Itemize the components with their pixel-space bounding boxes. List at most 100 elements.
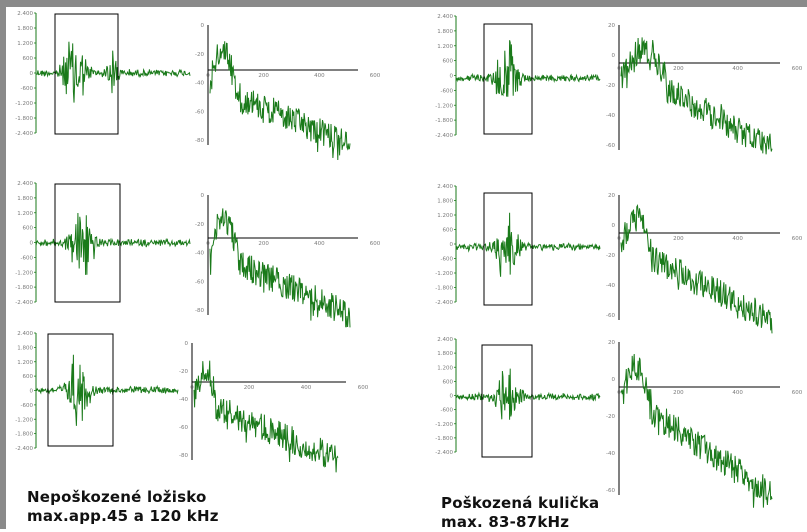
damaged-row1-spec-xtick-label-2: 400 (732, 66, 743, 72)
damaged-row2-time-ytick-label-7: -1.800 (435, 286, 453, 292)
damaged-row1-time-ytick-label-8: -2.400 (435, 133, 453, 139)
undamaged-row1-spec-xtick-label-2: 400 (314, 73, 325, 79)
damaged-row1-spec-ytick-label-1: 0 (612, 53, 616, 59)
damaged-row3-spec-xtick-label-0: 0 (617, 390, 621, 396)
undamaged-row1-spec-ytick-label-2: -40 (195, 81, 204, 87)
damaged-row2-time-ytick-label-6: -1.200 (435, 271, 453, 277)
undamaged-row2-spec-ytick-label-0: 0 (201, 193, 205, 199)
damaged-row2-spec-ytick-label-1: 0 (612, 223, 616, 229)
undamaged-row1-spec-ytick-label-3: -60 (195, 109, 204, 115)
undamaged-row1-spec-ytick-label-0: 0 (201, 23, 205, 29)
damaged-row3-spec-ytick-label-2: -20 (606, 414, 615, 420)
damaged-row1-spec-ytick-label-4: -60 (606, 143, 615, 149)
undamaged-row3-time-ytick-label-1: 1.800 (17, 345, 33, 351)
damaged-row1-time-ytick-label-0: 2.400 (437, 14, 453, 20)
damaged-row3-time-ytick-label-2: 1.200 (437, 365, 453, 371)
damaged-row1-time-ytick-label-4: 0 (450, 74, 454, 80)
undamaged-row2-time-ytick-label-6: -1.200 (15, 270, 33, 276)
damaged-row3-selection-box (481, 344, 533, 458)
damaged-row3-time-ytick-label-5: -600 (441, 408, 454, 414)
damaged-row2-spec-xtick-label-2: 400 (732, 236, 743, 242)
damaged-row2-selection-box (483, 192, 533, 306)
caption-undamaged-line1: Nepoškozené ložisko (27, 488, 207, 506)
damaged-row3-time-waveform (455, 368, 601, 420)
undamaged-row3-spec-ytick-label-2: -40 (179, 397, 188, 403)
undamaged-row1-selection-box (54, 13, 119, 135)
undamaged-row1-time-ytick-label-6: -1.200 (15, 101, 33, 107)
caption-damaged: Poškozená kulička max. 83-87kHz (441, 494, 599, 532)
undamaged-row1-time-ytick-label-5: -600 (21, 86, 34, 92)
damaged-row3-time-ytick-label-4: 0 (450, 394, 454, 400)
undamaged-row1-spec-curve (209, 41, 351, 161)
undamaged-row1-spec-xtick-label-3: 600 (370, 73, 381, 79)
undamaged-row2-time-ytick-label-3: 600 (23, 226, 34, 232)
damaged-row1-spec-xtick-label-3: 600 (792, 66, 803, 72)
damaged-row3-time-ytick-label-0: 2.400 (437, 337, 453, 343)
undamaged-row3-spec-xtick-label-2: 400 (301, 385, 312, 391)
undamaged-row3-time-ytick-label-8: -2.400 (15, 446, 33, 452)
caption-undamaged: Nepoškozené ložisko max.app.45 a 120 kHz (27, 488, 219, 526)
undamaged-row3-time-ytick-label-5: -600 (21, 403, 34, 409)
damaged-row3-spec-xtick-label-3: 600 (792, 390, 803, 396)
damaged-row2-time-ytick-label-2: 1.200 (437, 213, 453, 219)
undamaged-row3-spec-curve (193, 360, 339, 473)
damaged-row2-spec-curve (620, 204, 773, 334)
damaged-row3-time-ytick-label-6: -1.200 (435, 422, 453, 428)
undamaged-row3-time-waveform (35, 354, 179, 426)
undamaged-row2-time-ytick-label-0: 2.400 (17, 181, 33, 187)
undamaged-row3-time-ytick-label-4: 0 (30, 389, 34, 395)
undamaged-row1-time-ytick-label-2: 1.200 (17, 41, 33, 47)
undamaged-row3-selection-box (47, 333, 114, 447)
undamaged-row1-time-ytick-label-3: 600 (23, 56, 34, 62)
damaged-row3-spec-xtick-label-2: 400 (732, 390, 743, 396)
undamaged-row1-spec-xtick-label-0: 0 (206, 73, 210, 79)
undamaged-row1-spec-ytick-label-4: -80 (195, 138, 204, 144)
damaged-row3-spec-ytick-label-0: 20 (608, 340, 615, 346)
undamaged-row1-spec-ytick-label-1: -20 (195, 52, 204, 58)
damaged-row1-spec-ytick-label-0: 20 (608, 23, 615, 29)
undamaged-row2-time-ytick-label-2: 1.200 (17, 211, 33, 217)
undamaged-row2-spec-ytick-label-1: -20 (195, 222, 204, 228)
damaged-row2-spec-xtick-label-1: 200 (673, 236, 684, 242)
damaged-row2-time-ytick-label-3: 600 (443, 228, 454, 234)
undamaged-row3-spec-ytick-label-3: -60 (179, 425, 188, 431)
undamaged-row3-spec-xtick-label-1: 200 (244, 385, 255, 391)
undamaged-row1-time-ytick-label-4: 0 (30, 71, 34, 77)
undamaged-row3-time-ytick-label-7: -1.800 (15, 432, 33, 438)
undamaged-row2-spec-curve (209, 208, 351, 328)
damaged-row2-spec-xtick-label-0: 0 (617, 236, 621, 242)
undamaged-row3-time-ytick-label-3: 600 (23, 374, 34, 380)
undamaged-row1-time-waveform (35, 41, 191, 103)
damaged-row1-time-ytick-label-7: -1.800 (435, 118, 453, 124)
caption-damaged-line2: max. 83-87kHz (441, 513, 570, 531)
undamaged-row2-time-ytick-label-4: 0 (30, 241, 34, 247)
damaged-row2-time-ytick-label-0: 2.400 (437, 184, 453, 190)
damaged-row1-time-ytick-label-2: 1.200 (437, 44, 453, 50)
undamaged-row3-time-ytick-label-0: 2.400 (17, 331, 33, 337)
damaged-row3-time-ytick-label-3: 600 (443, 379, 454, 385)
damaged-row2-spec-ytick-label-0: 20 (608, 193, 615, 199)
damaged-row1-spec-curve (620, 37, 773, 155)
undamaged-row3-spec-xtick-label-3: 600 (358, 385, 369, 391)
left-window-bar (0, 7, 6, 529)
undamaged-row2-spec-xtick-label-3: 600 (370, 241, 381, 247)
damaged-row2-spec-ytick-label-3: -40 (606, 283, 615, 289)
caption-damaged-line1: Poškozená kulička (441, 494, 600, 512)
top-window-bar (0, 0, 807, 7)
damaged-row3-time-ytick-label-1: 1.800 (437, 351, 453, 357)
undamaged-row1-spec-xtick-label-1: 200 (258, 73, 269, 79)
undamaged-row2-spec-ytick-label-3: -60 (195, 279, 204, 285)
undamaged-row2-time-waveform (35, 212, 191, 275)
damaged-row1-spec-ytick-label-3: -40 (606, 113, 615, 119)
damaged-row2-time-ytick-label-5: -600 (441, 257, 454, 263)
undamaged-row2-time-ytick-label-8: -2.400 (15, 300, 33, 306)
damaged-row1-spec-ytick-label-2: -20 (606, 83, 615, 89)
undamaged-row1-time-ytick-label-0: 2.400 (17, 11, 33, 17)
damaged-row1-time-ytick-label-3: 600 (443, 59, 454, 65)
damaged-row1-time-ytick-label-1: 1.800 (437, 29, 453, 35)
damaged-row3-spec-xtick-label-1: 200 (673, 390, 684, 396)
damaged-row2-time-ytick-label-1: 1.800 (437, 199, 453, 205)
undamaged-row2-spec-xtick-label-1: 200 (258, 241, 269, 247)
undamaged-row2-time-ytick-label-7: -1.800 (15, 285, 33, 291)
undamaged-row1-time-ytick-label-8: -2.400 (15, 131, 33, 137)
